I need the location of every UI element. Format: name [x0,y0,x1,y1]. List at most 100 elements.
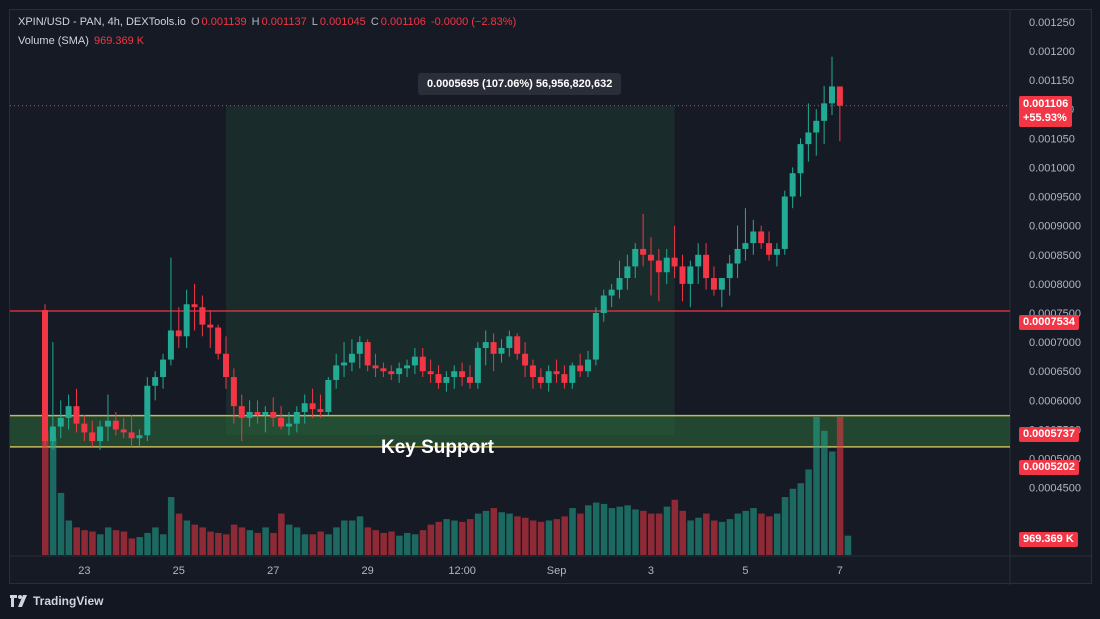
candle-body [537,377,544,383]
volume-bar [506,513,513,555]
volume-bar [152,527,159,555]
measure-region [226,105,675,435]
x-tick-label: Sep [547,565,567,577]
volume-bar [624,505,631,555]
volume-bar [49,437,57,555]
candle-body [380,368,387,372]
candle-body [726,263,733,279]
tradingview-wordmark: TradingView [33,594,104,608]
candle-body [647,254,654,261]
volume-bar [585,505,592,555]
volume-bar [451,520,458,555]
candle-body [498,347,505,354]
legend-close-label: C [370,16,379,28]
x-tick-label: 29 [362,565,374,577]
candle-body [553,371,560,375]
candle-body [829,86,835,104]
tradingview-icon [10,595,27,607]
volume-bar [766,516,773,555]
volume-bar [254,532,261,555]
support-top-price-tag: 0.0005737 [1019,427,1079,442]
x-tick-label: 7 [837,565,843,577]
candlestick-chart[interactable]: 0.0012500.0012000.0011500.0011000.001050… [10,10,1093,585]
volume-bar [348,520,356,555]
y-tick-label: 0.001250 [1029,17,1075,29]
legend-high-label: H [251,16,260,28]
candle-body [663,257,670,273]
volume-bar [278,513,285,555]
candle-body [419,356,426,372]
volume-bar [435,521,442,555]
volume-bar [498,512,505,555]
candle-body [451,371,458,378]
candle-body [167,330,174,360]
candle-body [49,426,56,442]
last-price-tag: 0.001106 +55.93% [1019,96,1073,127]
x-tick-label: 3 [648,565,654,577]
candle-body [490,342,497,354]
candle-body [356,342,363,354]
volume-bar [687,520,694,555]
candle-body [561,374,568,383]
volume-bar [569,508,576,555]
volume-bar [789,488,797,555]
volume-bar [136,537,143,555]
y-tick-label: 0.0004500 [1029,483,1081,495]
volume-bar [758,513,765,555]
volume-bar [325,534,332,555]
candle-body [262,412,269,415]
legend-high-value: 0.001137 [261,16,307,28]
volume-bar [128,538,136,555]
volume-bar [592,502,600,555]
volume-bar [750,508,757,555]
candle-body [97,426,104,442]
volume-bar [372,530,380,555]
volume-bar [514,516,521,555]
candle-body [128,432,135,439]
volume-bar [144,532,151,555]
volume-bar [419,530,427,555]
volume-bar [97,534,104,555]
candle-body [703,254,710,279]
volume-bar [317,531,324,555]
candle-body [632,248,639,267]
candle-body [718,278,725,290]
candle-body [750,231,757,244]
volume-bar [710,520,718,555]
y-tick-label: 0.001150 [1029,75,1074,87]
candle-body [435,374,442,383]
chart-panel[interactable]: 0.0012500.0012000.0011500.0011000.001050… [9,9,1093,585]
candle-body [144,385,151,436]
candle-body [81,423,88,433]
candle-body [813,120,820,133]
y-tick-label: 0.0009000 [1029,221,1081,233]
candle-body [404,365,411,369]
volume-bar [813,417,820,555]
volume-bar [545,520,553,555]
volume-bar [821,430,828,555]
volume-bar [120,531,128,555]
candle-body [836,86,843,106]
candle-body [293,412,300,424]
candle-body [42,310,48,442]
last-price-change: +55.93% [1023,112,1067,124]
volume-bar [844,535,852,555]
volume-bar [160,534,167,555]
candle-body [616,278,623,290]
volume-bar [57,492,65,555]
candle-body [270,412,277,418]
volume-bar [285,524,293,555]
tradingview-logo[interactable]: TradingView [10,592,103,610]
volume-bar [42,430,49,555]
candle-body [152,377,159,386]
x-tick-label: 12:00 [448,565,476,577]
support-bottom-price-tag: 0.0005202 [1019,460,1079,475]
x-tick-label: 25 [173,565,185,577]
candle-body [655,260,662,273]
volume-bar [341,520,348,555]
volume-bar [411,534,419,555]
x-tick-label: 27 [267,565,279,577]
volume-bar [529,520,537,555]
candle-body [608,289,615,296]
volume-bar [246,530,254,555]
